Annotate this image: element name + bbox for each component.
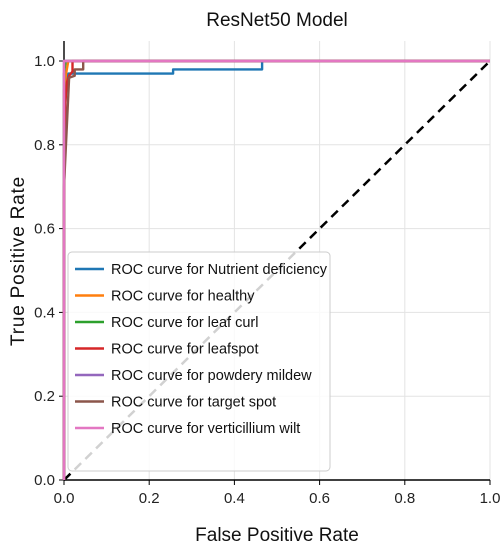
y-axis-ticks: 0.0 0.2 0.4 0.6 0.8 1.0 [34, 53, 64, 489]
legend-label: ROC curve for leaf curl [111, 315, 258, 331]
series-line-7 [62, 59, 490, 480]
x-tick-label: 0.0 [54, 490, 75, 507]
y-tick-label: 0.2 [34, 388, 55, 405]
legend-label: ROC curve for target spot [111, 395, 276, 411]
x-axis-ticks: 0.0 0.2 0.4 0.6 0.8 1.0 [54, 480, 501, 507]
legend-label: ROC curve for Nutrient deficiency [111, 262, 328, 278]
legend-label: ROC curve for powdery mildew [111, 368, 312, 384]
legend-label: ROC curve for healthy [111, 289, 255, 305]
legend: ROC curve for Nutrient deficiency ROC cur… [67, 251, 331, 472]
chart-title: ResNet50 Model [206, 10, 348, 31]
y-tick-label: 1.0 [34, 53, 55, 70]
legend-box [67, 251, 331, 472]
legend-label: ROC curve for leafspot [111, 342, 258, 358]
x-tick-label: 0.6 [309, 490, 330, 507]
x-tick-label: 0.2 [139, 490, 160, 507]
x-tick-label: 0.8 [394, 490, 415, 507]
y-tick-label: 0.4 [34, 304, 55, 321]
diagonal-reference-line [63, 60, 491, 481]
legend-label: ROC curve for verticillium wilt [111, 421, 300, 437]
x-axis-label: False Positive Rate [195, 525, 359, 546]
y-tick-label: 0.6 [34, 221, 55, 238]
y-axis-label: True Positive Rate [8, 176, 29, 346]
y-tick-label: 0.8 [34, 137, 55, 154]
x-tick-label: 1.0 [480, 490, 501, 507]
y-tick-label: 0.0 [34, 472, 55, 489]
series-lines [62, 59, 490, 480]
x-tick-label: 0.4 [224, 490, 245, 507]
